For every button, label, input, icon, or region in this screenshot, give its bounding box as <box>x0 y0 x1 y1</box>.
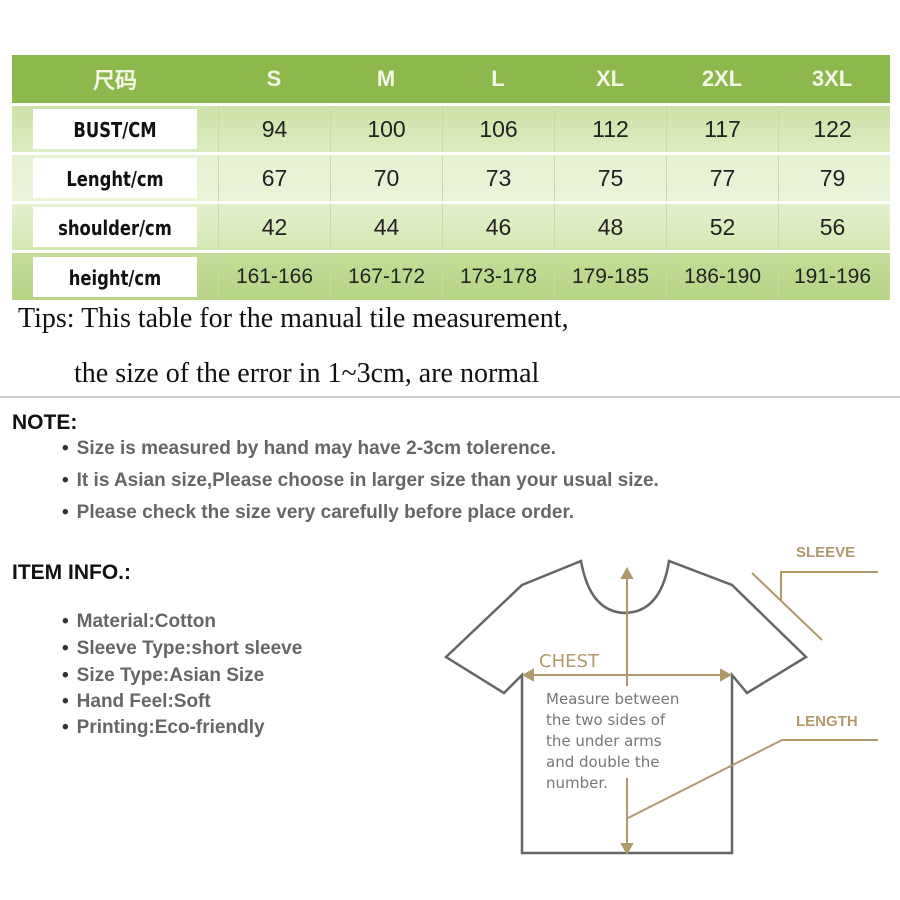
cell: 173-178 <box>442 253 554 300</box>
cell: 186-190 <box>666 253 778 300</box>
header-m: M <box>376 66 396 91</box>
row-label: shoulder/cm <box>33 207 197 247</box>
measure-instructions: Measure between the two sides of the und… <box>546 690 679 792</box>
header-s: S <box>266 66 282 91</box>
row-label: height/cm <box>33 256 197 297</box>
cell: 67 <box>218 155 330 201</box>
item-info-item: Sleeve Type:short sleeve <box>62 638 303 660</box>
header-2xl: 2XL <box>701 66 743 91</box>
cell: 52 <box>666 204 778 250</box>
cell: 73 <box>442 155 554 201</box>
note-item: Please check the size very carefully bef… <box>62 502 574 524</box>
note-title: NOTE: <box>12 411 78 434</box>
tshirt-outline-icon <box>443 559 809 855</box>
cell: 77 <box>666 155 778 201</box>
instruction-line: number. <box>546 774 608 792</box>
note-item: Size is measured by hand may have 2-3cm … <box>62 438 556 460</box>
item-info-item: Size Type:Asian Size <box>62 665 265 687</box>
cell: 42 <box>218 204 330 250</box>
cell: 46 <box>442 204 554 250</box>
table-header: 尺码 S M L XL 2XL 3XL <box>12 55 890 103</box>
item-info-title: ITEM INFO.: <box>12 561 131 584</box>
header-xl: XL <box>595 66 625 91</box>
item-info-item: Printing:Eco-friendly <box>62 717 265 739</box>
cell: 167-172 <box>330 253 442 300</box>
divider <box>0 396 900 398</box>
cell: 106 <box>442 106 554 152</box>
cell: 100 <box>330 106 442 152</box>
table-row: Lenght/cm 67 70 73 75 77 79 <box>12 155 890 201</box>
table-row: height/cm 161-166 167-172 173-178 179-18… <box>12 253 890 300</box>
header-l: L <box>491 66 505 91</box>
row-label: BUST/CM <box>33 109 197 149</box>
item-info-item: Material:Cotton <box>62 611 216 633</box>
instruction-line: and double the <box>546 753 660 771</box>
cell: 122 <box>778 106 886 152</box>
sleeve-label: SLEEVE <box>796 544 855 561</box>
cell: 161-166 <box>218 253 330 300</box>
table-row: BUST/CM 94 100 106 112 117 122 <box>12 106 890 152</box>
tips-line-1: Tips: This table for the manual tile mea… <box>18 303 569 334</box>
instruction-line: the under arms <box>546 732 662 750</box>
instruction-line: the two sides of <box>546 711 666 729</box>
length-label: LENGTH <box>796 713 858 730</box>
cell: 179-185 <box>554 253 666 300</box>
cell: 94 <box>218 106 330 152</box>
table-row: shoulder/cm 42 44 46 48 52 56 <box>12 204 890 250</box>
cell: 79 <box>778 155 886 201</box>
instruction-line: Measure between <box>546 690 679 708</box>
cell: 117 <box>666 106 778 152</box>
chest-label: CHEST <box>539 651 600 672</box>
cell: 191-196 <box>778 253 886 300</box>
note-item: It is Asian size,Please choose in larger… <box>62 470 659 492</box>
cell: 44 <box>330 204 442 250</box>
header-3xl: 3XL <box>811 66 853 91</box>
row-label: Lenght/cm <box>33 158 197 198</box>
cell: 48 <box>554 204 666 250</box>
cell: 112 <box>554 106 666 152</box>
header-size: 尺码 <box>92 68 137 93</box>
item-info-item: Hand Feel:Soft <box>62 691 211 713</box>
cell: 75 <box>554 155 666 201</box>
cell: 70 <box>330 155 442 201</box>
measure-lines <box>521 566 878 856</box>
tips-line-2: the size of the error in 1~3cm, are norm… <box>74 358 540 389</box>
cell: 56 <box>778 204 886 250</box>
